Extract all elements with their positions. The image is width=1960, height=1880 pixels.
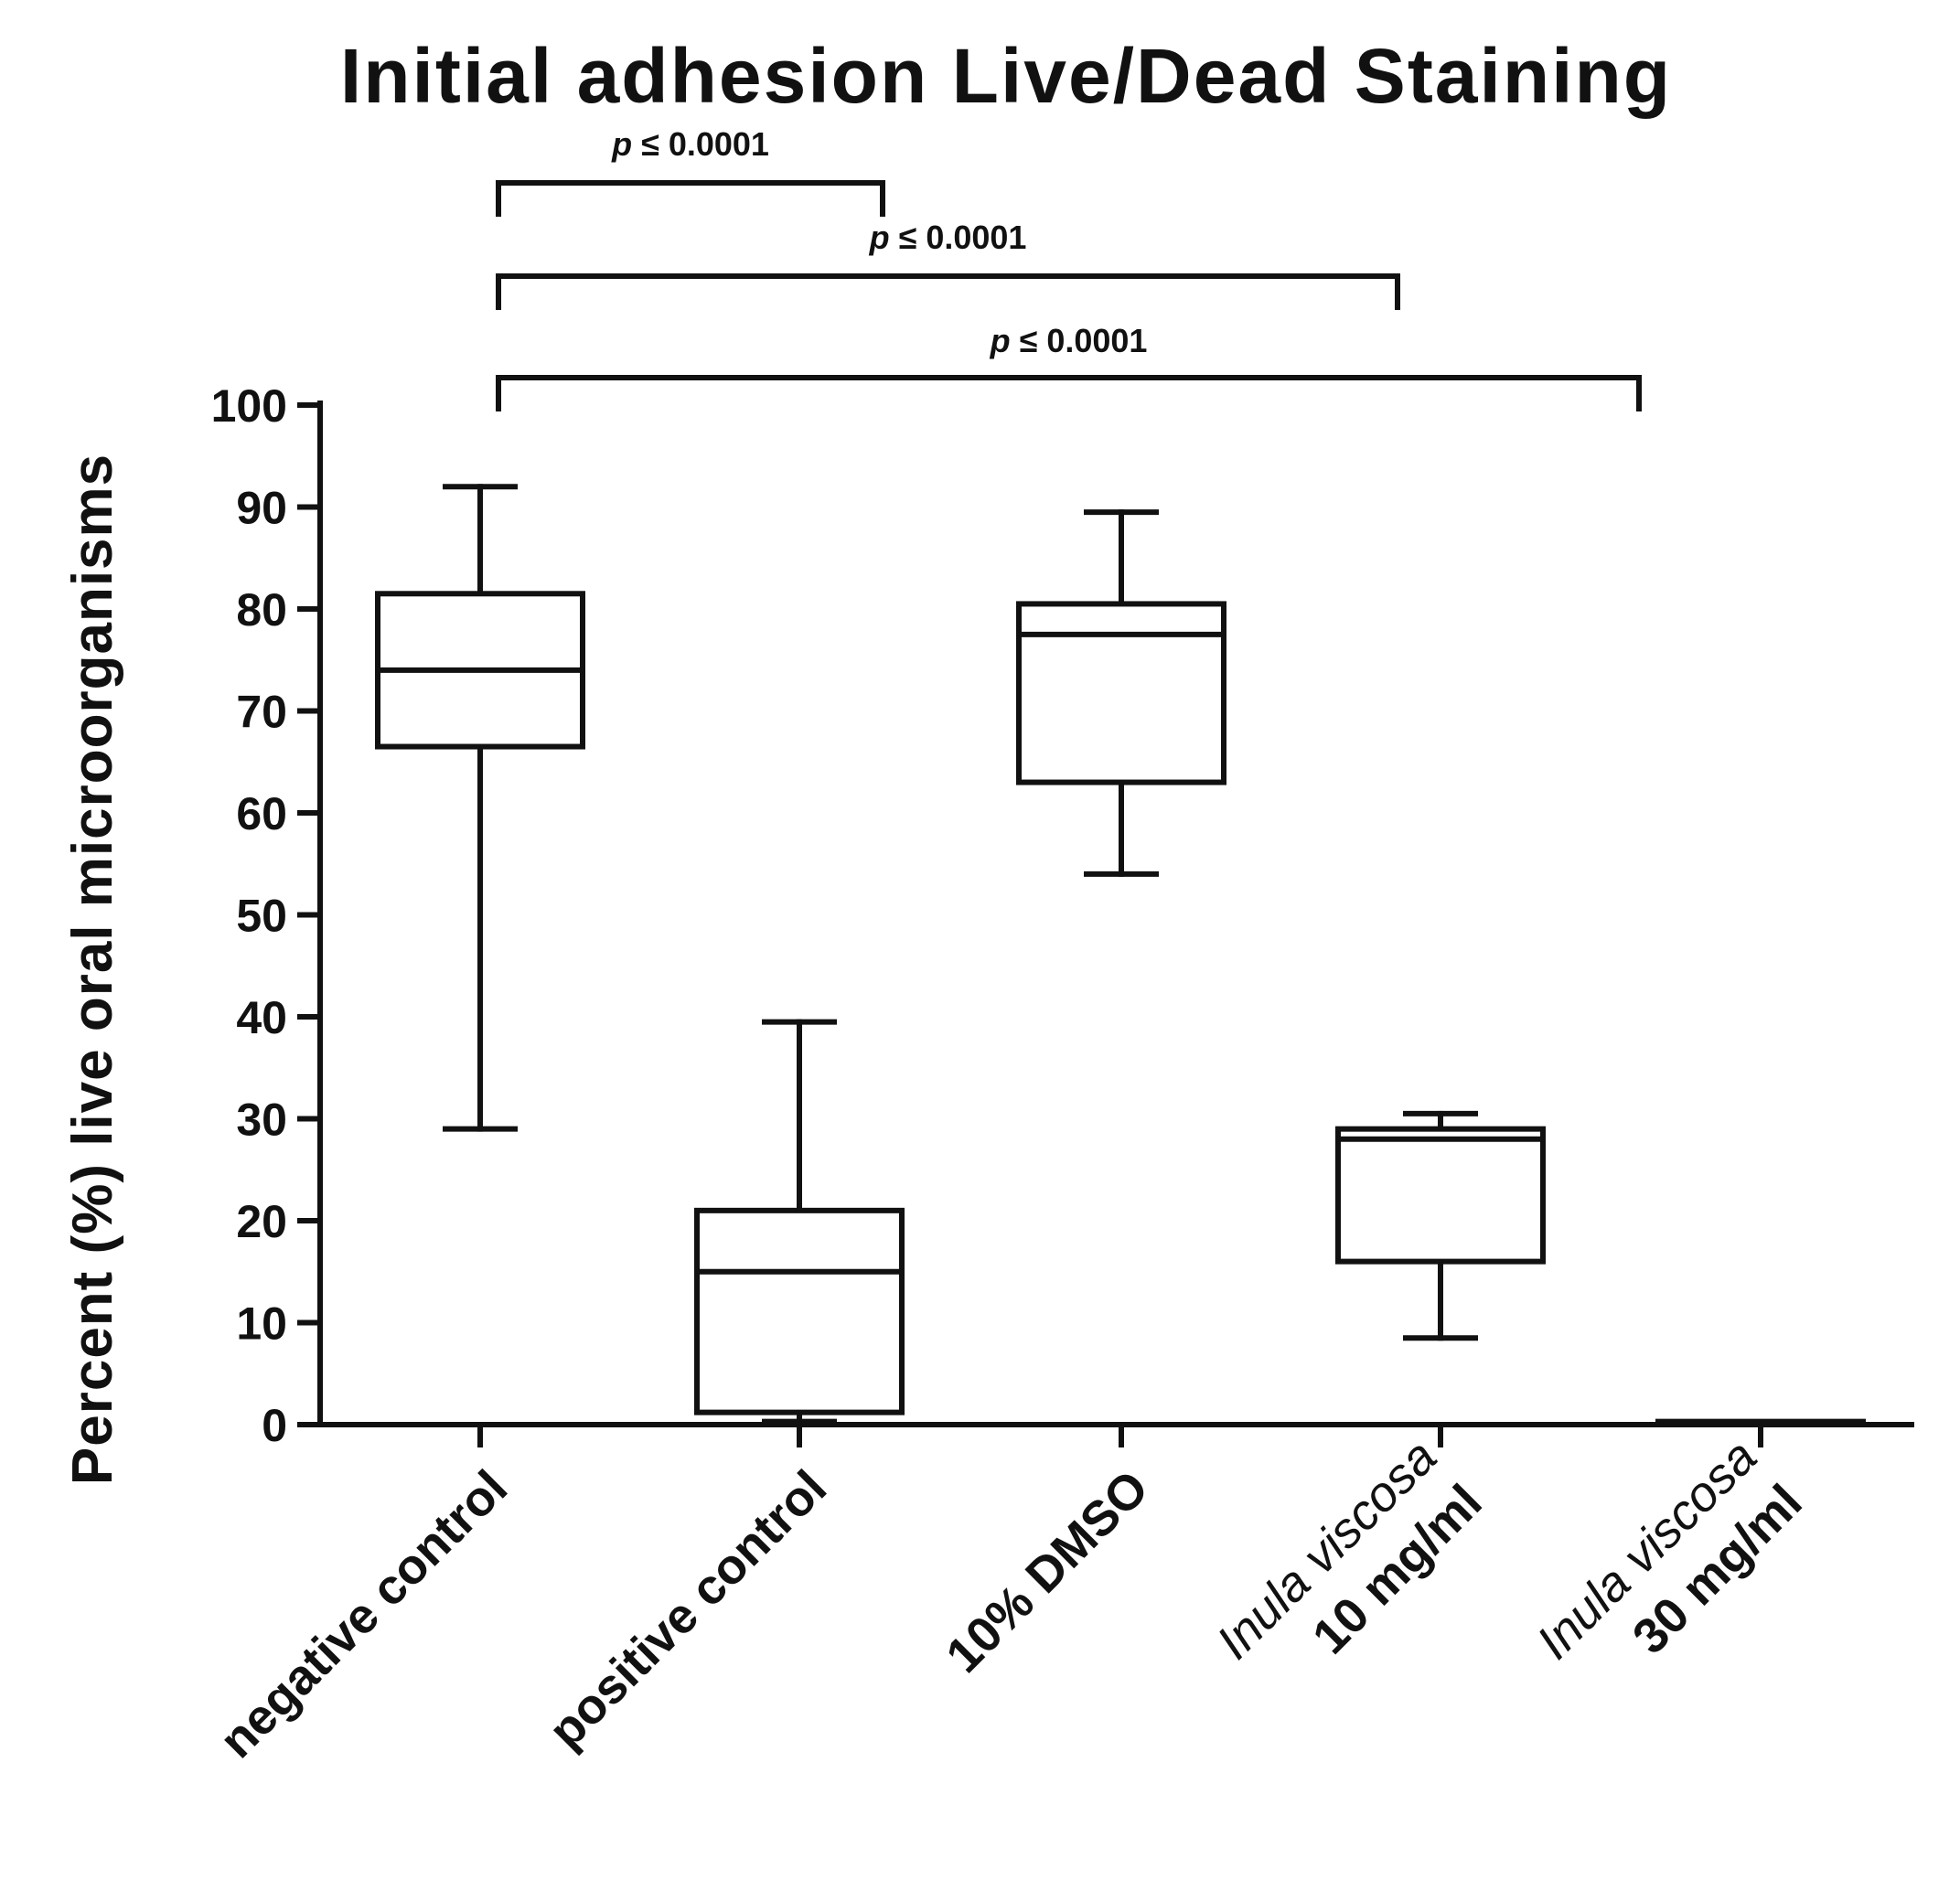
y-axis-label: Percent (%) live oral microorganisms [61,454,124,1485]
bracket-line [496,375,1642,411]
p-value-label: p ≤ 0.0001 [611,125,769,163]
y-tick-label: 40 [236,992,287,1043]
category-label-line1: 10% DMSO [936,1460,1159,1683]
chart-title: Initial adhesion Live/Dead Staining [340,33,1672,119]
box-plot-4 [1335,1110,1546,1341]
y-tick-label: 30 [236,1095,287,1146]
p-threshold: ≤ 0.0001 [632,125,769,163]
box-plot-1 [375,484,585,1132]
y-tick-label: 60 [236,788,287,839]
box-iqr [1335,1126,1546,1265]
significance-bracket-1: p ≤ 0.0001 [496,125,885,217]
y-tick-label: 10 [236,1298,287,1350]
significance-bracket-3: p ≤ 0.0001 [496,322,1642,411]
p-threshold: ≤ 0.0001 [1011,322,1148,359]
y-tick-label: 70 [236,687,287,738]
category-label-1: negative control [209,1460,518,1768]
y-tick-label: 100 [211,380,287,432]
bracket-line [496,273,1400,310]
p-threshold: ≤ 0.0001 [890,219,1027,256]
box-iqr [1016,601,1226,785]
box-plot-2 [694,1019,905,1425]
axes: 0 10 20 30 40 50 60 70 80 90 100 [211,380,1914,1451]
p-value-label: p ≤ 0.0001 [990,322,1148,359]
box-iqr [694,1207,905,1415]
bracket-line [496,180,885,217]
category-label-3: 10% DMSO [936,1460,1159,1683]
significance-bracket-2: p ≤ 0.0001 [496,219,1400,310]
p-symbol: p [611,125,632,163]
y-tick-label: 0 [262,1400,287,1451]
y-tick-label: 90 [236,483,287,534]
p-value-label: p ≤ 0.0001 [869,219,1027,256]
p-symbol: p [869,219,890,256]
box-series [375,484,1866,1425]
category-labels: negative control positive control 10% DMSO… [209,1429,1813,1768]
y-tick-label: 80 [236,584,287,636]
category-label-2: positive control [538,1460,837,1759]
y-tick-label: 20 [236,1196,287,1247]
box-plot-3 [1016,509,1226,877]
category-label-line1: negative control [209,1460,518,1768]
y-tick-label: 50 [236,891,287,942]
p-symbol: p [990,322,1011,359]
category-label-line1: positive control [538,1460,837,1759]
